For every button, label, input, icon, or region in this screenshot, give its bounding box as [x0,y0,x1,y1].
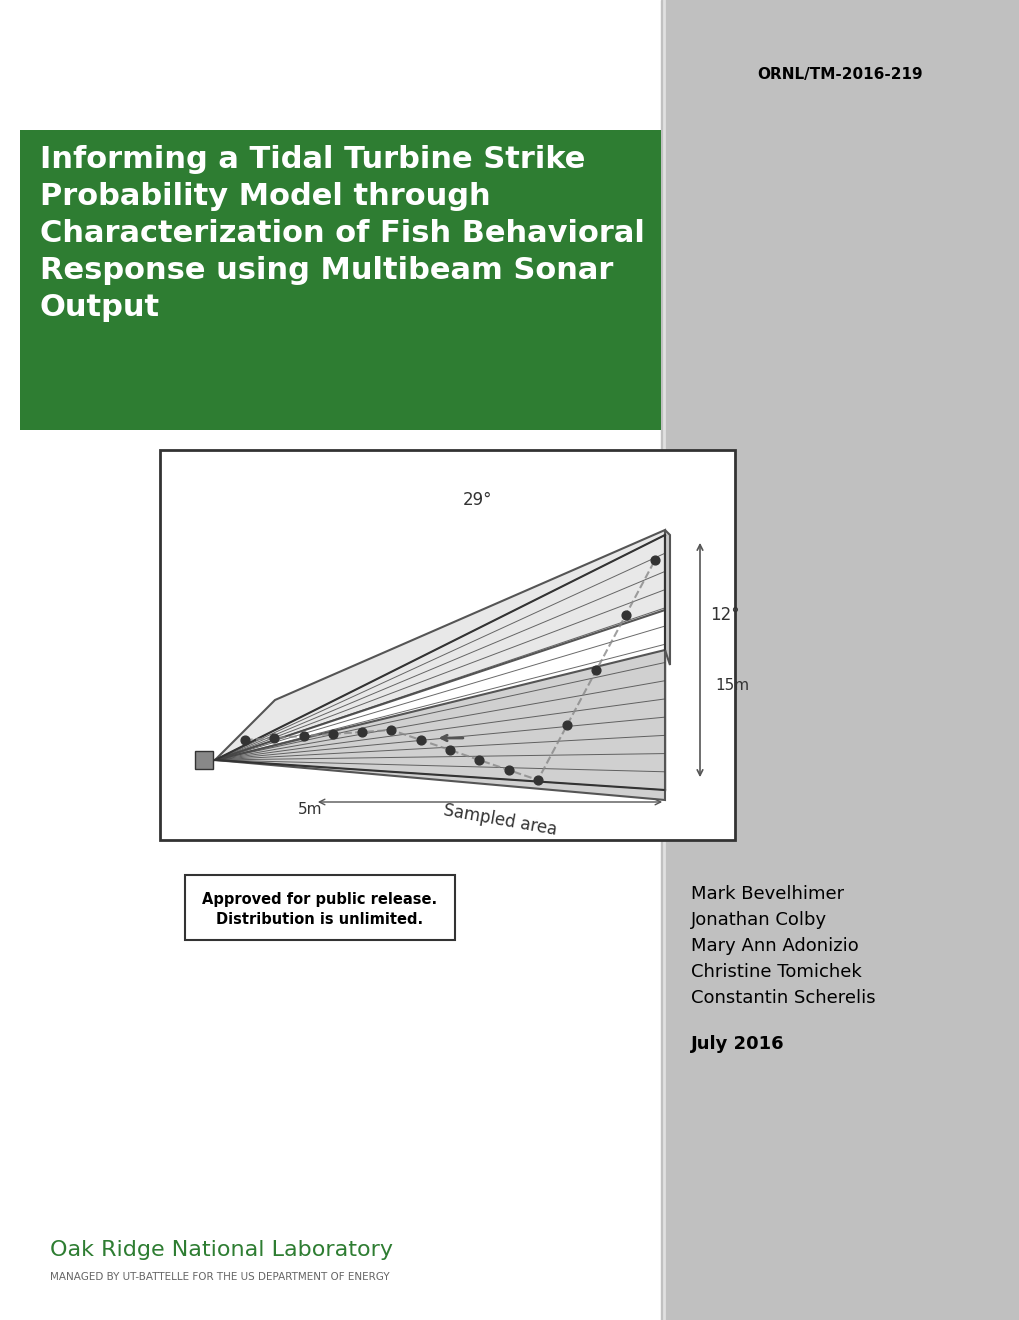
Polygon shape [664,531,669,665]
Text: MANAGED BY UT-BATTELLE FOR THE US DEPARTMENT OF ENERGY: MANAGED BY UT-BATTELLE FOR THE US DEPART… [50,1272,389,1282]
Text: Distribution is unlimited.: Distribution is unlimited. [216,912,423,927]
Point [296,726,312,747]
Bar [20,129,660,430]
Point [616,605,633,626]
Bar [195,751,213,770]
Text: Mary Ann Adonizio: Mary Ann Adonizio [690,937,858,954]
Point [529,770,545,791]
Text: 29°: 29° [463,491,492,510]
Bar [184,875,454,940]
Point [266,727,282,748]
Text: Christine Tomichek: Christine Tomichek [690,964,861,981]
Text: Mark Bevelhimer: Mark Bevelhimer [690,884,844,903]
Bar [0,0,660,1320]
Bar [660,0,1019,1320]
Point [441,739,458,760]
Point [471,750,487,771]
Text: July 2016: July 2016 [690,1035,784,1053]
Text: 12°: 12° [709,606,739,624]
Point [354,722,370,743]
Polygon shape [215,649,664,800]
Text: 15m: 15m [714,677,748,693]
Text: Jonathan Colby: Jonathan Colby [690,911,826,929]
Point [500,759,517,780]
Text: 5m: 5m [298,803,322,817]
Text: Constantin Scherelis: Constantin Scherelis [690,989,874,1007]
Polygon shape [215,531,664,760]
Text: Oak Ridge National Laboratory: Oak Ridge National Laboratory [50,1239,392,1261]
Point [324,723,340,744]
Point [412,730,428,751]
Text: Informing a Tidal Turbine Strike
Probability Model through
Characterization of F: Informing a Tidal Turbine Strike Probabi… [40,145,644,322]
Text: Approved for public release.: Approved for public release. [202,892,437,907]
Text: ORNL/TM-2016-219: ORNL/TM-2016-219 [757,67,922,82]
Text: Sampled area: Sampled area [441,801,557,838]
Point [236,730,253,751]
Point [588,660,604,681]
Point [646,549,662,570]
Point [383,719,399,741]
Bar [160,450,735,840]
Point [558,714,575,735]
